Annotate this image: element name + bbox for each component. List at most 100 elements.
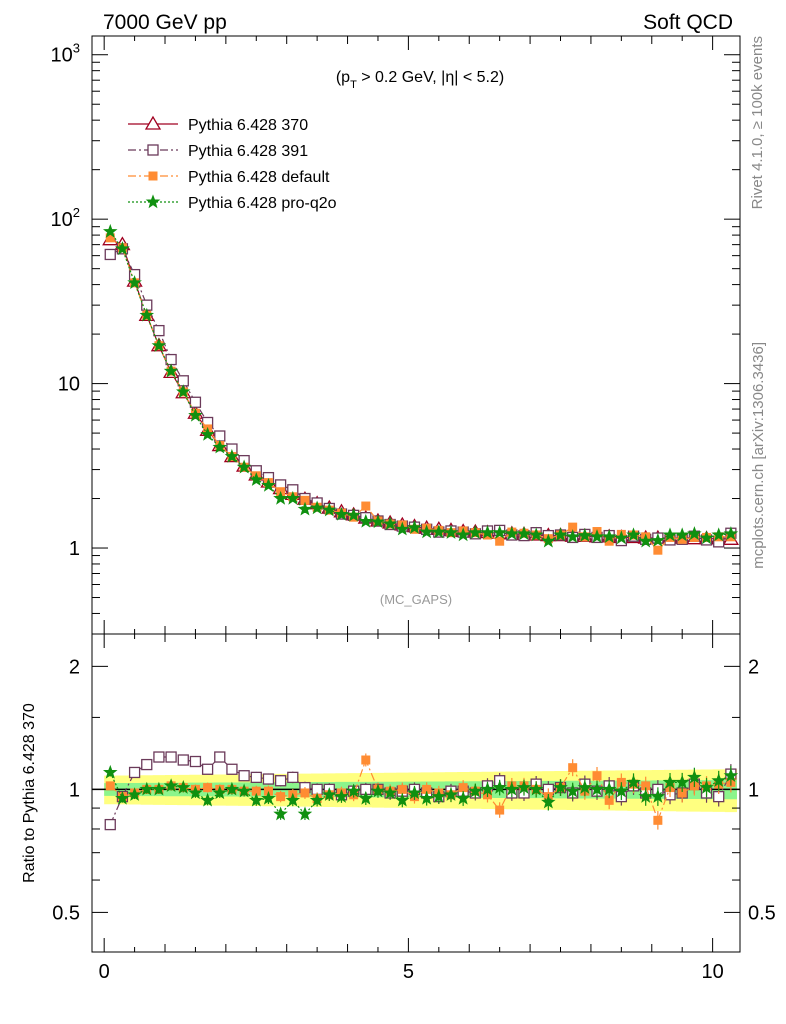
data-point <box>443 525 459 539</box>
rivet-label: Rivet 4.1.0, ≥ 100k events <box>749 36 766 209</box>
data-point <box>467 525 483 539</box>
data-point <box>176 384 191 399</box>
ratio-data-point <box>480 781 495 796</box>
ratio-data-point <box>674 774 690 789</box>
data-point <box>516 526 532 541</box>
ratio-data-point <box>127 787 142 801</box>
ratio-data-point <box>334 788 349 803</box>
legend-label: Pythia 6.428 391 <box>188 143 308 160</box>
ratio-y-tick-label: 1 <box>69 779 80 801</box>
data-point <box>504 526 520 541</box>
y-tick-label: 103 <box>51 41 80 67</box>
ratio-panel: 0.5 0.5 1 1 2 2 0 5 10 Ratio to Pythia 6.428 37… <box>21 633 776 983</box>
ratio-data-point <box>504 781 520 796</box>
x-tick-label: 0 <box>99 961 110 983</box>
ratio-data-point <box>105 781 115 791</box>
ratio-data-point <box>212 785 228 800</box>
data-point <box>214 430 226 442</box>
data-point <box>212 439 228 454</box>
data-point <box>528 527 544 542</box>
ratio-data-point <box>553 779 568 794</box>
legend-entry: Pythia 6.428 370 <box>128 115 308 134</box>
data-point <box>224 448 240 463</box>
y-tick-label: 10 <box>58 374 80 396</box>
ratio-data-point <box>188 785 203 800</box>
data-point <box>589 529 605 544</box>
left-title: 7000 GeV pp <box>103 11 227 34</box>
data-point <box>492 525 507 539</box>
series-2 <box>105 233 736 555</box>
x-tick-label: 5 <box>403 961 414 983</box>
ratio-data-point <box>300 788 310 798</box>
ratio-data-point <box>361 755 371 765</box>
data-point <box>419 524 434 539</box>
ratio-x-tick-labels: 0 5 10 <box>99 961 724 983</box>
ratio-data-point <box>115 790 130 805</box>
ratio-data-point <box>200 792 215 807</box>
ratio-data-point <box>309 792 325 807</box>
ratio-data-point <box>102 764 118 779</box>
ratio-frame <box>91 633 741 953</box>
legend-entry: Pythia 6.428 pro-q2o <box>128 194 337 212</box>
data-point <box>431 524 447 539</box>
cut-title: (pT > 0.2 GeV, |η| < 5.2) <box>336 69 504 91</box>
main-y-tick-labels: 1 10 102 103 <box>51 41 80 560</box>
ratio-data-point <box>568 763 578 773</box>
ratio-ylabel: Ratio to Pythia 6.428 370 <box>21 703 38 883</box>
ratio-data-point <box>614 783 629 798</box>
legend-marker <box>145 194 161 209</box>
y-tick-label: 1 <box>69 538 80 560</box>
ratio-series-group <box>102 751 739 831</box>
ratio-data-point <box>151 781 167 796</box>
legend-label: Pythia 6.428 default <box>188 169 330 186</box>
ratio-data-point <box>175 779 191 794</box>
ratio-data-point <box>261 790 276 805</box>
ratio-data-point <box>638 788 653 803</box>
data-point <box>495 536 505 546</box>
data-point <box>361 501 371 511</box>
legend: Pythia 6.428 370 Pythia 6.428 391 Pythia 6… <box>128 115 337 212</box>
legend-entry: Pythia 6.428 391 <box>128 143 308 160</box>
ratio-data-point <box>653 815 663 825</box>
ratio-data-point <box>163 778 179 793</box>
ratio-y-tick-label-right: 1 <box>748 779 759 801</box>
ratio-data-point <box>458 783 468 793</box>
series-line <box>110 248 732 543</box>
data-point <box>273 490 288 505</box>
ratio-data-point <box>236 783 252 798</box>
ratio-data-point <box>262 773 275 785</box>
ratio-data-point <box>650 788 666 803</box>
data-point <box>650 532 666 547</box>
ratio-data-point <box>201 763 214 775</box>
ratio-data-point <box>541 794 556 809</box>
ratio-data-point <box>177 754 189 766</box>
data-point <box>334 506 349 521</box>
data-point <box>699 530 714 545</box>
data-point <box>565 529 581 544</box>
y-tick-label: 102 <box>51 205 80 231</box>
data-point <box>346 507 361 522</box>
ratio-data-point <box>321 787 337 801</box>
legend-marker <box>144 115 162 130</box>
ratio-data-point <box>687 769 702 784</box>
x-tick-label: 10 <box>701 961 723 983</box>
ratio-data-point <box>346 783 361 798</box>
ratio-data-point <box>153 751 165 763</box>
data-point <box>407 520 422 534</box>
ratio-data-point <box>248 792 264 807</box>
ratio-data-point <box>711 773 726 787</box>
analysis-annotation: (MC_GAPS) <box>380 592 452 607</box>
series-line <box>110 239 731 540</box>
ratio-data-point <box>287 771 299 784</box>
series-0 <box>102 231 740 545</box>
data-point <box>297 501 313 516</box>
data-point <box>687 526 702 541</box>
ratio-data-point <box>662 774 678 789</box>
data-point <box>285 490 301 505</box>
legend-label: Pythia 6.428 370 <box>188 117 308 134</box>
data-point <box>674 527 690 542</box>
data-point <box>638 533 653 548</box>
ratio-data-point <box>297 806 313 821</box>
cut-title-rest: > 0.2 GeV, |η| < 5.2) <box>357 69 504 86</box>
data-point <box>626 527 641 542</box>
